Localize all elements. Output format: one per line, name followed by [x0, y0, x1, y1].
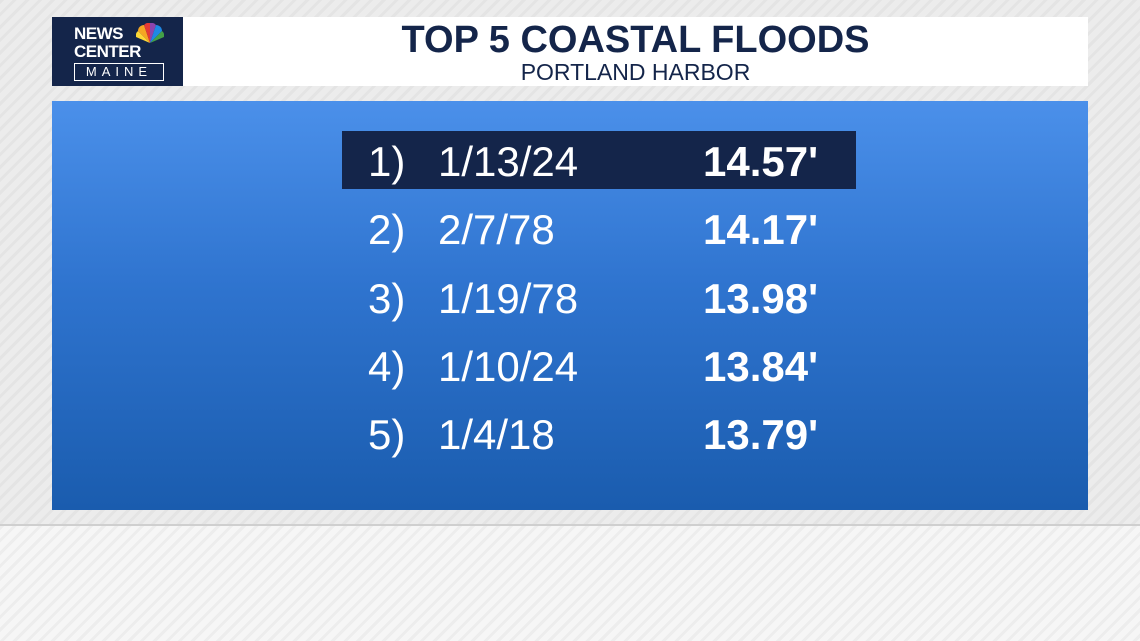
cell-date: 1/13/24	[438, 138, 579, 185]
logo: NEWS CENTER MAINE	[52, 17, 183, 86]
cell-date: 2/7/78	[438, 206, 555, 254]
table-row: 2) 2/7/78 14.17'	[342, 199, 856, 257]
cell-rank: 3)	[368, 274, 406, 322]
cell-level: 13.98'	[703, 274, 819, 322]
logo-text: NEWS	[74, 24, 124, 43]
cell-date: 1/10/24	[438, 342, 579, 390]
cell-rank: 1)	[368, 138, 406, 185]
cell-rank: 4)	[368, 342, 406, 390]
cell-level: 14.17'	[703, 206, 819, 254]
peacock-icon	[136, 23, 164, 43]
logo-text: CENTER	[74, 42, 141, 61]
subtitle: PORTLAND HARBOR	[520, 59, 751, 85]
floor-stripes	[0, 524, 1140, 641]
table-row: 4) 1/10/24 13.84'	[342, 336, 856, 394]
table-row: 5) 1/4/18 13.79'	[342, 404, 856, 462]
title: TOP 5 COASTAL FLOODS	[401, 19, 870, 61]
header-bar: NEWS CENTER MAINE TOP 5 COASTAL FLOODS P…	[52, 17, 1088, 86]
cell-rank: 5)	[368, 411, 406, 458]
table-row: 1) 1/13/24 14.57'	[342, 131, 856, 189]
cell-level: 14.57'	[703, 138, 819, 185]
cell-date: 1/19/78	[438, 274, 579, 322]
table-panel: 1) 1/13/24 14.57' 2) 2/7/78 14.17' 3) 1/19/78 13…	[52, 101, 1088, 510]
cell-date: 1/4/18	[438, 411, 555, 458]
table-row: 3) 1/19/78 13.98'	[342, 268, 856, 326]
cell-level: 13.84'	[703, 342, 819, 390]
cell-rank: 2)	[368, 206, 406, 254]
cell-level: 13.79'	[703, 411, 819, 458]
logo-text: MAINE	[74, 63, 164, 81]
